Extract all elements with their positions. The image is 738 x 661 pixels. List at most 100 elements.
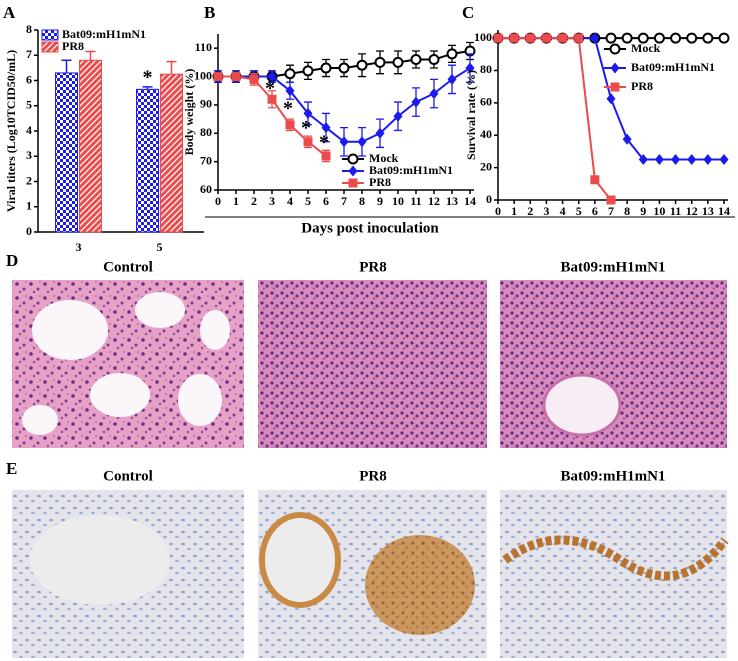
marker bbox=[653, 32, 665, 44]
x-tick-label: 0 bbox=[215, 194, 221, 208]
x-tick-label: 13 bbox=[702, 204, 714, 218]
marker bbox=[590, 32, 600, 44]
legend-marker bbox=[347, 153, 359, 165]
legend-marker bbox=[348, 178, 358, 188]
y-tick-label: 70 bbox=[200, 153, 212, 167]
x-tick-label: 8 bbox=[359, 194, 365, 208]
marker bbox=[446, 48, 458, 60]
y-tick-label: 60 bbox=[200, 182, 212, 196]
marker bbox=[285, 120, 295, 130]
marker bbox=[719, 154, 729, 166]
marker bbox=[267, 71, 277, 83]
panel-label: D bbox=[6, 251, 18, 270]
marker bbox=[670, 32, 682, 44]
x-tick-label: 14 bbox=[464, 194, 476, 208]
annotation: * bbox=[143, 66, 153, 88]
x-tick-label: 10 bbox=[392, 194, 404, 208]
marker bbox=[393, 110, 403, 122]
legend-label: PR8 bbox=[369, 175, 391, 189]
legend-label: PR8 bbox=[631, 79, 653, 93]
marker bbox=[493, 33, 503, 43]
marker bbox=[320, 62, 332, 74]
x-tick-label: 14 bbox=[718, 204, 730, 218]
micrograph-title: PR8 bbox=[359, 468, 387, 484]
marker bbox=[303, 137, 313, 147]
x-tick-label: 1 bbox=[233, 194, 239, 208]
marker bbox=[541, 33, 551, 43]
marker bbox=[284, 68, 296, 80]
marker bbox=[429, 88, 439, 100]
error-bar bbox=[142, 86, 153, 90]
y-tick-label: 40 bbox=[480, 127, 492, 141]
marker bbox=[687, 154, 697, 166]
marker bbox=[622, 133, 632, 145]
annotation: * bbox=[301, 117, 311, 139]
y-tick-label: 2 bbox=[26, 173, 32, 187]
x-tick-label: 2 bbox=[251, 194, 257, 208]
x-tick-label: 3 bbox=[543, 204, 549, 218]
x-tick-label: 8 bbox=[624, 204, 630, 218]
x-tick-label: 4 bbox=[560, 204, 566, 218]
micrographs bbox=[12, 280, 729, 658]
y-tick-label: 20 bbox=[480, 159, 492, 173]
x-tick-label: 11 bbox=[670, 204, 681, 218]
marker bbox=[637, 32, 649, 44]
airway bbox=[30, 515, 170, 605]
marker bbox=[356, 59, 368, 71]
marker bbox=[702, 32, 714, 44]
marker bbox=[338, 62, 350, 74]
airway bbox=[259, 512, 341, 608]
bar bbox=[136, 88, 159, 233]
annotation: * bbox=[319, 131, 329, 153]
legend-label: Bat09:mH1mN1 bbox=[369, 163, 453, 177]
alveoli bbox=[22, 292, 230, 435]
legend-label: Mock bbox=[631, 41, 661, 55]
x-tick-label: 3 bbox=[76, 240, 82, 254]
x-tick-label: 3 bbox=[269, 194, 275, 208]
marker bbox=[339, 136, 349, 148]
y-tick-label: 80 bbox=[200, 125, 212, 139]
panel-label: B bbox=[204, 3, 215, 22]
y-tick-label: 110 bbox=[195, 40, 212, 54]
y-tick-label: 5 bbox=[26, 98, 32, 112]
y-tick-label: 100 bbox=[194, 68, 212, 82]
micrograph bbox=[258, 280, 487, 448]
marker bbox=[606, 93, 616, 105]
bar bbox=[160, 73, 183, 233]
legend-swatch bbox=[41, 29, 59, 41]
panel-label: C bbox=[462, 3, 474, 22]
y-tick-label: 0 bbox=[26, 224, 32, 238]
y-tick-label: 1 bbox=[26, 199, 32, 213]
x-tick-label: 9 bbox=[377, 194, 383, 208]
marker bbox=[525, 33, 535, 43]
marker bbox=[410, 54, 422, 66]
micrograph-title: Control bbox=[103, 259, 153, 275]
x-tick-label: 6 bbox=[592, 204, 598, 218]
x-tick-label: 9 bbox=[640, 204, 646, 218]
x-tick-label: 12 bbox=[428, 194, 440, 208]
x-tick-label: 7 bbox=[608, 204, 614, 218]
marker bbox=[303, 107, 313, 119]
y-tick-label: 100 bbox=[474, 30, 492, 44]
x-tick-label: 6 bbox=[323, 194, 329, 208]
annotation: * bbox=[283, 97, 293, 119]
marker bbox=[231, 72, 241, 82]
panel-label: A bbox=[3, 3, 16, 22]
marker bbox=[374, 56, 386, 68]
y-tick-label: 8 bbox=[26, 22, 32, 36]
y-tick-label: 80 bbox=[480, 62, 492, 76]
legend-marker bbox=[610, 82, 620, 92]
y-axis-label: Survival rate (%) bbox=[464, 70, 478, 160]
y-tick-label: 3 bbox=[26, 148, 32, 162]
marker bbox=[621, 32, 633, 44]
marker bbox=[718, 32, 730, 44]
marker bbox=[574, 33, 584, 43]
legend-label: PR8 bbox=[62, 39, 84, 53]
y-tick-label: 7 bbox=[26, 47, 32, 61]
y-axis-label: Body weight (%) bbox=[182, 69, 196, 156]
bronchiole bbox=[542, 373, 622, 437]
y-tick-label: 90 bbox=[200, 97, 212, 111]
y-tick-label: 6 bbox=[26, 72, 32, 86]
annotation: * bbox=[265, 77, 275, 99]
